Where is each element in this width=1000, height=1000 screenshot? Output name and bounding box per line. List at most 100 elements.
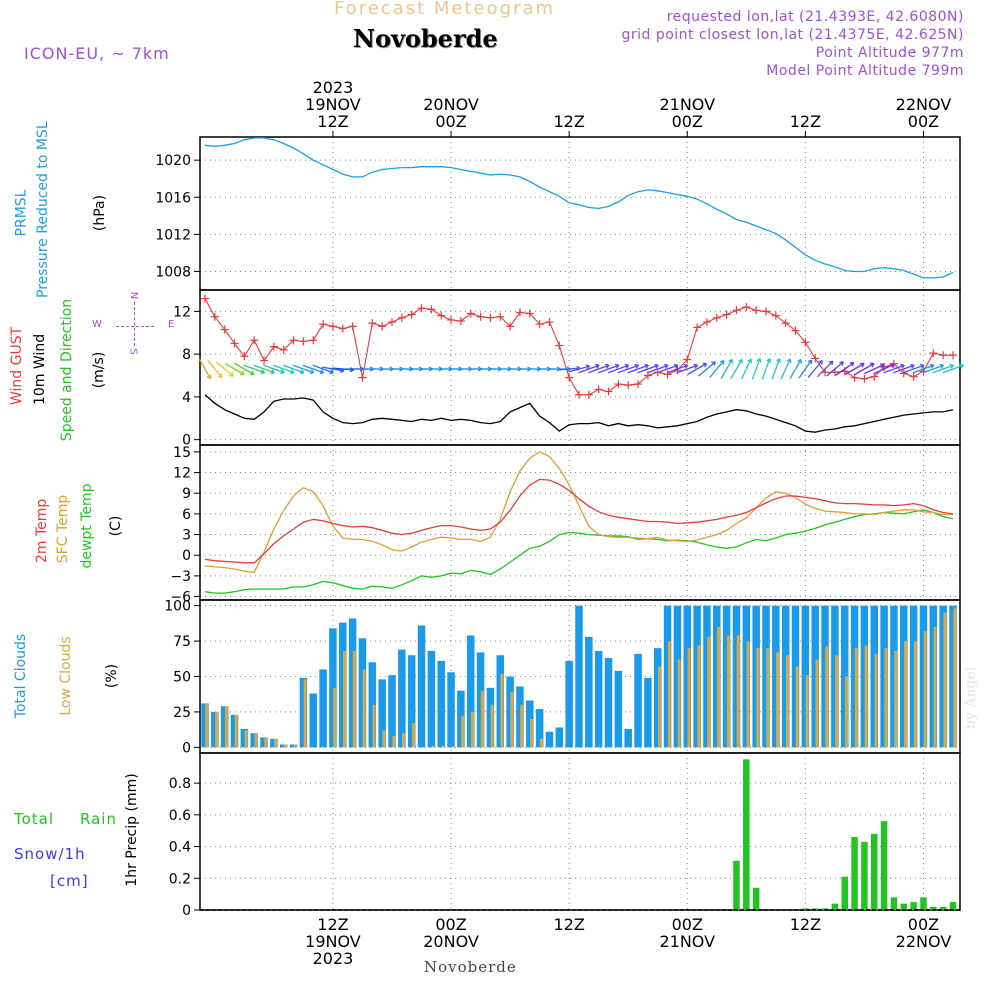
low-cloud-bar [776, 652, 780, 748]
precip-bar [939, 906, 947, 910]
total-cloud-bar [732, 605, 741, 748]
wind-arrow-head [910, 363, 915, 369]
time-label-top: 12Z [317, 112, 348, 131]
time-label-bottom: 12Z [790, 915, 821, 934]
time-label-bottom: 21NOV [659, 932, 715, 951]
gust-marker [949, 351, 957, 360]
location-title: Novoberde [353, 24, 498, 53]
total-cloud-bar [860, 605, 869, 748]
model-label: ICON-EU, ~ 7km [24, 44, 170, 63]
low-cloud-bar [726, 635, 730, 748]
low-cloud-bar [431, 745, 435, 748]
gust-marker [309, 336, 318, 345]
gust-marker [476, 312, 485, 321]
low-cloud-bar [854, 648, 858, 748]
total-cloud-bar [368, 662, 377, 748]
wind-arrow [780, 358, 791, 380]
gust-marker [939, 351, 948, 360]
gust-marker [555, 341, 564, 350]
wind-arrow [864, 363, 885, 375]
gust-marker [407, 310, 416, 319]
wind-arrow-head [797, 358, 802, 364]
precip-bar [949, 902, 957, 910]
low-cloud-bar [333, 687, 337, 748]
time-label-bottom: 00Z [908, 915, 939, 934]
total-cloud-bar [496, 655, 505, 748]
wind-arrow-head [818, 359, 823, 365]
total-cloud-bar [890, 605, 898, 748]
total-cloud-bar [703, 605, 711, 748]
time-label-bottom: 12Z [553, 915, 584, 934]
total-cloud-bar [339, 622, 347, 748]
total-cloud-bar [663, 605, 672, 748]
gust-marker [250, 336, 259, 345]
gust-marker [663, 370, 672, 379]
total-cloud-bar [634, 653, 642, 748]
total-cloud-bar [673, 605, 682, 748]
wind-arrow-head [319, 369, 325, 375]
wind-arrow [568, 365, 590, 373]
low-cloud-bar [274, 738, 278, 748]
gust-marker [722, 310, 731, 319]
total-cloud-bar [929, 605, 938, 748]
gust-marker [240, 352, 249, 361]
total-cloud-bar [939, 605, 947, 748]
compass-icon: N W E S [88, 290, 178, 360]
total-cloud-bar [722, 605, 731, 748]
wind-arrow [627, 364, 649, 374]
point-altitude: Point Altitude 977m [815, 45, 964, 61]
total-cloud-bar [594, 651, 603, 748]
panel-frame [199, 444, 961, 601]
total-cloud-bar [604, 658, 613, 748]
gust-marker [427, 305, 436, 314]
precip-bar [841, 876, 848, 910]
wind-arrow-head [919, 363, 925, 369]
gust-marker [338, 324, 347, 333]
wind-arrow [826, 361, 844, 377]
wind-arrow [751, 358, 761, 380]
wind-arrow [698, 361, 716, 377]
gust-marker [466, 309, 475, 318]
gust-marker [850, 373, 859, 382]
wind-arrow [893, 364, 915, 374]
wind-arrow [292, 364, 314, 374]
wind-arrow [912, 364, 935, 374]
y-tick-label: 0 [182, 433, 191, 449]
gust-marker [496, 312, 505, 321]
total-cloud-bar [466, 635, 475, 748]
gust-marker [860, 374, 869, 383]
wind-arrow [789, 359, 802, 379]
low-cloud-bar [913, 641, 917, 748]
wind-arrow-head [756, 358, 762, 363]
low-cloud-bar [756, 648, 760, 748]
gust-marker [397, 313, 406, 322]
wind-arrow [761, 358, 771, 380]
wind-arrow [617, 364, 639, 374]
total-cloud-bar [535, 709, 544, 748]
wind-arrow-head [747, 358, 753, 364]
wind-arrow-head [585, 364, 591, 370]
low-cloud-bar [874, 653, 878, 748]
total-cloud-bar [526, 700, 534, 748]
wind-arrow-head [329, 369, 334, 375]
y-tick-label: 12 [173, 304, 191, 320]
low-cloud-bar [264, 737, 268, 748]
y-tick-label: 9 [182, 486, 191, 502]
wind-arrow-head [299, 369, 305, 375]
gust-marker [614, 380, 623, 389]
precip-cm-label: [cm] [50, 872, 89, 890]
wind-arrow [798, 359, 813, 379]
low-cloud-bar [283, 744, 287, 748]
wind-arrow [854, 362, 875, 376]
wind-arrow [312, 364, 334, 374]
low-cloud-bar [470, 711, 474, 748]
gust-marker [594, 385, 603, 394]
y-tick-label: 3 [182, 528, 191, 544]
total-cloud-bar [791, 605, 800, 748]
low-cloud-bar [785, 655, 789, 748]
total-cloud-bar [919, 605, 928, 748]
wind-arrow-head [249, 370, 255, 376]
low-cloud-bar [736, 635, 740, 748]
precip-bar [880, 821, 888, 910]
wind-arrow [234, 362, 255, 376]
